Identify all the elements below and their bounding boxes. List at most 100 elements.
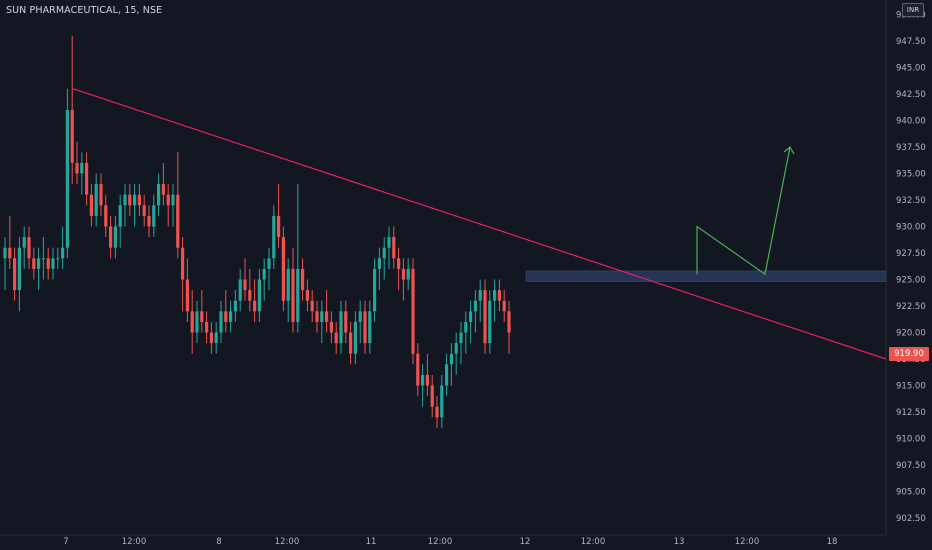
candle-body <box>200 311 204 322</box>
candle <box>161 162 165 206</box>
candle-body <box>137 194 141 206</box>
candle-body <box>373 268 377 312</box>
projection-arrow-head <box>783 146 795 155</box>
annotations-layer <box>72 88 887 360</box>
candle-body <box>157 184 161 206</box>
candle <box>315 300 319 333</box>
candle-body <box>257 279 261 312</box>
candle-body <box>430 385 434 407</box>
candle <box>32 247 36 280</box>
candle <box>392 226 396 269</box>
candle-body <box>281 237 285 301</box>
candle <box>329 311 333 344</box>
time-tick-label: 12:00 <box>428 537 453 547</box>
candle <box>70 35 74 185</box>
candle <box>497 279 501 312</box>
candle-body <box>310 300 314 312</box>
candle-body <box>325 311 329 322</box>
time-tick-label: 12:00 <box>735 537 760 547</box>
resistance-zone-layer <box>525 270 887 282</box>
candle-body <box>161 184 165 195</box>
candle-body <box>449 353 453 365</box>
currency-badge[interactable]: INR <box>902 3 924 17</box>
time-tick-label: 7 <box>63 537 68 547</box>
candle <box>37 247 41 291</box>
projection-arrow-path[interactable] <box>696 146 791 276</box>
candle <box>353 311 357 365</box>
candle-body <box>411 268 415 354</box>
candle <box>142 194 146 227</box>
candle-body <box>435 406 439 418</box>
candle-body <box>37 258 41 269</box>
candle-body <box>229 311 233 322</box>
candle <box>3 237 7 291</box>
candle <box>65 88 69 259</box>
candle <box>171 184 175 227</box>
candle-body <box>205 321 209 333</box>
candle <box>85 152 89 206</box>
candle <box>99 173 103 216</box>
candle <box>262 258 266 301</box>
candle-body <box>133 194 137 206</box>
candle-body <box>363 311 367 344</box>
candle <box>358 300 362 344</box>
candle <box>147 205 151 238</box>
candle <box>277 184 281 248</box>
candle <box>344 300 348 344</box>
candle <box>137 184 141 216</box>
time-tick-label: 8 <box>216 537 221 547</box>
candle <box>440 374 444 428</box>
candle-body <box>3 247 7 259</box>
candle <box>334 321 338 354</box>
candle-body <box>99 184 103 206</box>
candle <box>185 258 189 322</box>
candle <box>219 300 223 344</box>
candle <box>51 247 55 280</box>
candle <box>166 184 170 227</box>
candle-body <box>85 162 89 195</box>
candle-body <box>483 290 487 344</box>
candle <box>301 258 305 301</box>
candle <box>377 247 381 291</box>
candle <box>253 279 257 322</box>
time-axis[interactable]: 7 12:00 8 12:00 11 12:00 12 12:00 13 12:00 18 <box>63 537 837 547</box>
candle <box>473 290 477 333</box>
candle <box>209 321 213 354</box>
candle <box>94 173 98 227</box>
candle-body <box>320 311 324 322</box>
candle <box>435 396 439 428</box>
time-tick-label: 18 <box>827 537 838 547</box>
candle-body <box>473 300 477 312</box>
candle <box>305 279 309 312</box>
candle-body <box>13 258 17 291</box>
price-tick-label: 935.00 <box>896 170 926 180</box>
candle <box>13 247 17 301</box>
candle <box>464 311 468 354</box>
candle <box>248 268 252 312</box>
candle <box>349 321 353 365</box>
descending-trendline[interactable] <box>72 88 887 360</box>
symbol-title[interactable]: SUN PHARMACEUTICAL, 15, NSE <box>6 5 163 16</box>
candle <box>488 290 492 354</box>
price-tick-label: 905.00 <box>896 488 926 498</box>
candle <box>387 226 391 269</box>
candle <box>296 184 300 333</box>
candle <box>363 300 367 354</box>
candle <box>272 205 276 269</box>
candle <box>27 226 31 269</box>
candle <box>507 300 511 354</box>
time-tick-label: 13 <box>674 537 685 547</box>
candle <box>411 258 415 365</box>
candle <box>325 290 329 333</box>
price-tick-label: 927.50 <box>896 249 926 259</box>
candle-body <box>267 258 271 269</box>
price-tick-label: 942.50 <box>896 90 926 100</box>
candle-body <box>142 205 146 216</box>
candle-body <box>248 290 252 301</box>
candle-body <box>277 215 281 238</box>
candle <box>133 184 137 227</box>
candle-body <box>478 290 482 301</box>
candle <box>493 279 497 322</box>
